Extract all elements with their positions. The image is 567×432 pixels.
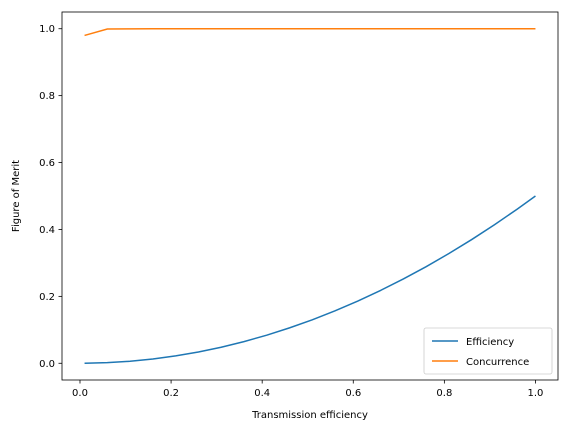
x-tick-label: 0.6 bbox=[345, 388, 361, 399]
legend-entry-concurrence: Concurrence bbox=[466, 357, 529, 368]
x-tick-label: 0.8 bbox=[436, 388, 452, 399]
x-tick-label: 0.0 bbox=[72, 388, 88, 399]
y-tick-label: 0.8 bbox=[39, 91, 55, 102]
axis-ticks: 0.0 0.2 0.4 0.6 0.8 1.0 0.0 0.2 0.4 0.6 0.8 1.0 bbox=[39, 24, 543, 399]
plot-area bbox=[84, 27, 536, 364]
x-tick-label: 0.4 bbox=[254, 388, 270, 399]
x-axis-label: Transmission efficiency bbox=[251, 410, 368, 421]
axes-frame bbox=[61, 11, 559, 381]
y-tick-label: 1.0 bbox=[39, 24, 55, 35]
series-line-efficiency bbox=[84, 195, 536, 364]
legend-entry-efficiency: Efficiency bbox=[466, 337, 514, 348]
x-tick-label: 0.2 bbox=[163, 388, 179, 399]
series-line-concurrence bbox=[84, 27, 536, 37]
y-tick-label: 0.6 bbox=[39, 158, 55, 169]
y-tick-label: 0.4 bbox=[39, 225, 55, 236]
x-tick-label: 1.0 bbox=[528, 388, 544, 399]
y-tick-label: 0.0 bbox=[39, 359, 55, 370]
y-tick-label: 0.2 bbox=[39, 292, 55, 303]
legend-box bbox=[423, 327, 553, 375]
legend: Efficiency Concurrence bbox=[423, 327, 553, 375]
y-axis-label: Figure of Merit bbox=[11, 160, 22, 232]
